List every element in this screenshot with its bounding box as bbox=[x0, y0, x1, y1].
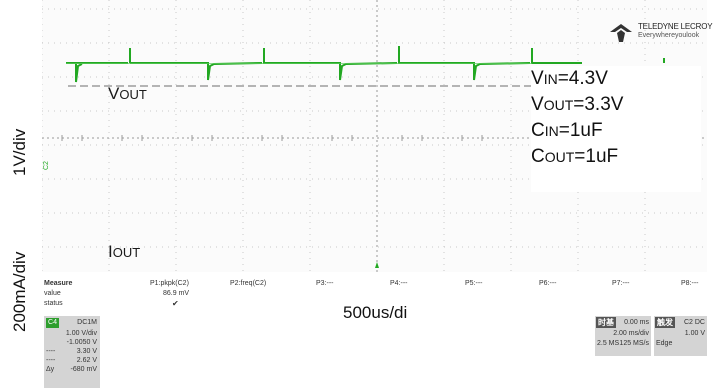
delta-y-label: Δy bbox=[46, 366, 55, 373]
y-axis-label-current: 200mA/div bbox=[10, 251, 29, 332]
vout-signal-label: VOUT bbox=[108, 84, 147, 104]
measure-p1-value: 86.9 mV bbox=[163, 290, 190, 297]
lecroy-logo-icon bbox=[610, 24, 632, 42]
param-cout: COUT=1uF bbox=[531, 146, 619, 167]
timebase-label: 500us/di bbox=[343, 303, 408, 322]
measure-p6-label[interactable]: P6:--- bbox=[539, 280, 557, 287]
measure-p1-status: ✔ bbox=[172, 299, 179, 308]
measure-p3-label[interactable]: P3:--- bbox=[316, 280, 334, 287]
measure-p4-label[interactable]: P4:--- bbox=[390, 280, 408, 287]
iout-label-sub: OUT bbox=[112, 245, 141, 260]
trigger-marker bbox=[375, 262, 379, 268]
measure-value-label: value bbox=[44, 290, 61, 297]
timebase-delay: 0.00 ms bbox=[624, 319, 649, 326]
delta-y-value: -680 mV bbox=[70, 366, 97, 373]
logo-tagline: Everywhereyoulook bbox=[638, 32, 700, 39]
channel-tag: C4 bbox=[46, 318, 59, 328]
measure-p7-label[interactable]: P7:--- bbox=[612, 280, 630, 287]
channel-coupling: DC1M bbox=[77, 319, 97, 326]
param-cin: CIN=1uF bbox=[531, 120, 603, 141]
logo-name: TELEDYNE LECROY bbox=[638, 22, 713, 31]
measure-status-label: status bbox=[44, 300, 63, 307]
timebase-sample-rate: 125 MS/s bbox=[619, 340, 649, 347]
timebase-header: 时基 bbox=[596, 317, 616, 328]
channel-c4-box[interactable]: C4 DC1M 1.00 V/div -1.0050 V ---- 3.30 V… bbox=[44, 316, 100, 388]
svg-text:C2: C2 bbox=[43, 161, 50, 170]
circuit-parameters: VIN=4.3V VOUT=3.3V CIN=1uF COUT=1uF bbox=[531, 66, 701, 192]
param-vin: VIN=4.3V bbox=[531, 68, 608, 89]
measure-p2-label[interactable]: P2:freq(C2) bbox=[230, 280, 267, 287]
trigger-mode: Edge bbox=[656, 340, 673, 347]
vout-label-main: V bbox=[108, 84, 120, 103]
cursor-1-value: 3.30 V bbox=[76, 348, 97, 355]
measure-p5-label[interactable]: P5:--- bbox=[465, 280, 483, 287]
trigger-box[interactable]: 触发 C2 DC 1.00 V Edge bbox=[654, 316, 707, 356]
y-axis-label-voltage: 1V/div bbox=[10, 128, 29, 176]
trigger-header: 触发 bbox=[655, 317, 675, 328]
cursor-2-value: 2.62 V bbox=[76, 357, 97, 364]
trigger-level: 1.00 V bbox=[684, 330, 705, 337]
measure-header: Measure bbox=[44, 280, 73, 287]
iout-label-main: I bbox=[108, 242, 113, 261]
measure-p1-label[interactable]: P1:pkpk(C2) bbox=[150, 280, 189, 287]
timebase-samples: 2.5 MS bbox=[597, 340, 620, 347]
measure-p8-label[interactable]: P8:--- bbox=[681, 280, 699, 287]
cursor-2-marker: ---- bbox=[46, 357, 56, 364]
param-vout: VOUT=3.3V bbox=[531, 94, 624, 115]
channel-offset: -1.0050 V bbox=[66, 339, 97, 346]
timebase-box[interactable]: 时基 0.00 ms 2.00 ms/div 2.5 MS 125 MS/s bbox=[595, 316, 651, 356]
cursor-1-marker: ---- bbox=[46, 348, 56, 355]
teledyne-lecroy-logo: TELEDYNE LECROY Everywhereyoulook bbox=[608, 20, 713, 48]
channel-scale: 1.00 V/div bbox=[65, 330, 97, 337]
vout-label-sub: OUT bbox=[119, 87, 147, 102]
trigger-source: C2 DC bbox=[683, 319, 705, 326]
iout-signal-label: IOUT bbox=[108, 242, 140, 262]
timebase-rate: 2.00 ms/div bbox=[613, 330, 649, 337]
